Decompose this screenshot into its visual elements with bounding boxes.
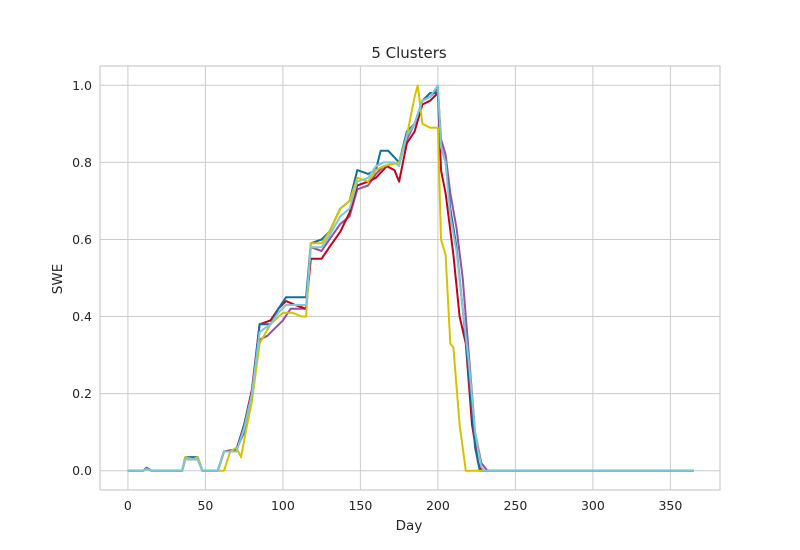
x-tick-label: 300 [581,498,605,513]
y-tick-label: 0.8 [72,155,92,170]
x-tick-label: 100 [271,498,295,513]
series-group [127,84,694,472]
x-tick-label: 350 [658,498,682,513]
chart-title: 5 Clusters [371,44,447,62]
x-tick-label: 50 [197,498,213,513]
y-tick-labels: 0.0 0.2 0.4 0.6 0.8 1.0 [72,78,92,478]
y-tick-label: 0.4 [72,309,92,324]
x-tick-label: 200 [426,498,450,513]
plot-frame [99,65,721,491]
y-tick-label: 0.0 [72,463,92,478]
y-tick-label: 1.0 [72,78,92,93]
y-tick-label: 0.6 [72,232,92,247]
y-axis-label: SWE [50,264,66,294]
x-tick-label: 150 [348,498,372,513]
x-tick-label: 250 [503,498,527,513]
series-line-5 [127,84,694,472]
x-tick-label: 0 [124,498,132,513]
x-axis-label: Day [396,518,423,534]
x-tick-labels: 0 50 100 150 200 250 300 350 [124,498,682,513]
y-tick-label: 0.2 [72,386,92,401]
